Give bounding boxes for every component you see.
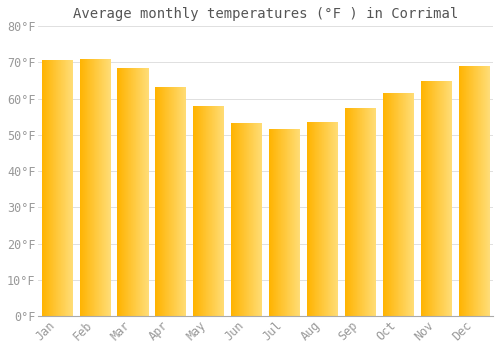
Title: Average monthly temperatures (°F ) in Corrimal: Average monthly temperatures (°F ) in Co… bbox=[73, 7, 458, 21]
